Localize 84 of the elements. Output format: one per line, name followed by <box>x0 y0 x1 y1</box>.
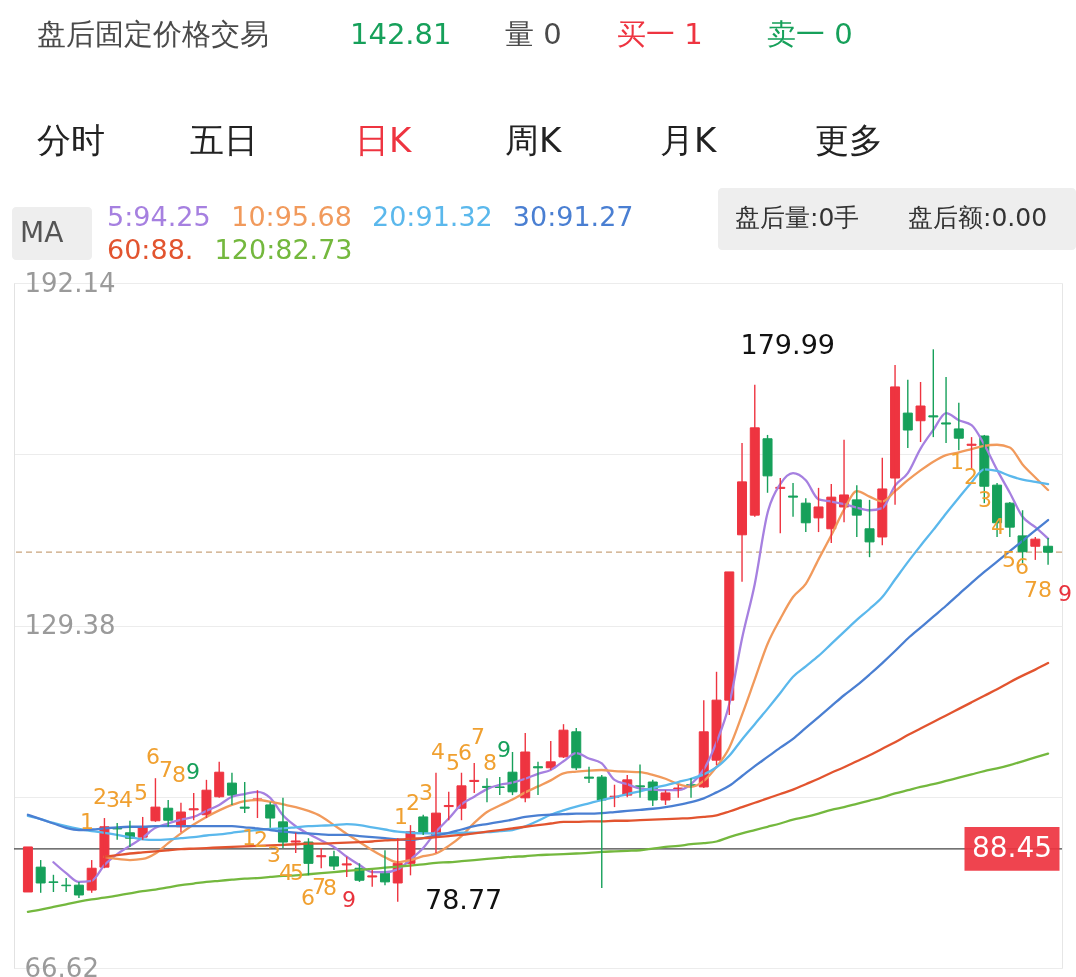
text: 盘后量:0手 <box>735 203 860 232</box>
text: 买一 1 <box>617 17 703 51</box>
annotation: 5 <box>134 780 148 805</box>
annotation: 8 <box>1038 577 1052 602</box>
candlestick <box>22 846 33 893</box>
annotation: 9 <box>1058 581 1072 606</box>
text: 月K <box>660 120 718 160</box>
candlestick <box>941 376 952 444</box>
annotation: 179.99 <box>740 329 835 360</box>
annotation: 7 <box>471 724 485 749</box>
annotation: 1 <box>950 449 964 474</box>
candlestick <box>239 781 250 814</box>
annotation: 1 <box>80 809 94 834</box>
candlestick <box>762 434 773 494</box>
candlestick <box>635 763 646 799</box>
candlestick <box>188 792 199 821</box>
text: 周K <box>505 120 563 160</box>
text: 142.81 <box>350 17 452 51</box>
text: 5:94.25 <box>107 201 211 232</box>
annotation: 7 <box>1024 577 1038 602</box>
candlestick <box>788 482 799 518</box>
text: 日K <box>355 120 413 160</box>
text: 60:88. <box>107 234 194 265</box>
candlestick <box>456 772 467 821</box>
candlestick <box>558 723 569 759</box>
candlestick <box>813 487 824 533</box>
annotation: 6 <box>301 885 315 910</box>
annotation: 3 <box>978 487 992 512</box>
annotation: 8 <box>172 762 186 787</box>
text: 卖一 0 <box>767 17 853 51</box>
annotation: 9 <box>186 759 200 784</box>
candlestick <box>443 791 454 821</box>
annotation: 8 <box>323 875 337 900</box>
candlestick <box>469 762 480 794</box>
candlestick <box>265 801 276 829</box>
annotation: 6 <box>146 744 160 769</box>
annotation: 6 <box>458 740 472 765</box>
annotation: 3 <box>106 787 120 812</box>
text: 量 0 <box>505 17 562 51</box>
candlestick <box>1030 536 1041 561</box>
text: 盘后固定价格交易 <box>37 17 269 51</box>
y-tick-label: 129.38 <box>24 610 116 640</box>
candlestick <box>316 847 327 869</box>
candlestick <box>928 348 939 438</box>
annotation: 2 <box>93 784 107 809</box>
candlestick <box>584 766 595 784</box>
annotation: 1 <box>242 825 256 850</box>
text: MA <box>20 216 64 249</box>
annotation: 8 <box>483 750 497 775</box>
annotation: 78.77 <box>425 884 503 915</box>
annotation: 9 <box>342 887 356 912</box>
candlestick <box>749 384 760 518</box>
candlestick <box>915 381 926 443</box>
annotation: 4 <box>119 787 133 812</box>
candlestick <box>800 497 811 533</box>
annotation: 3 <box>419 780 433 805</box>
candlestick <box>150 777 161 823</box>
annotation: 2 <box>964 464 978 489</box>
text: 更多 <box>815 120 883 160</box>
candlestick <box>290 832 301 854</box>
candlestick <box>341 856 352 878</box>
text: 分时 <box>37 120 105 160</box>
annotation: 5 <box>446 750 460 775</box>
text: 盘后额:0.00 <box>908 203 1048 232</box>
annotation: 1 <box>394 804 408 829</box>
text: 30:91.27 <box>512 201 634 232</box>
text: 五日 <box>190 120 258 160</box>
ref-line-label: 88.45 <box>971 830 1053 864</box>
text: 20:91.32 <box>372 201 493 232</box>
annotation: 9 <box>497 737 511 762</box>
annotation: 3 <box>267 842 281 867</box>
y-tick-label: 66.62 <box>24 952 99 977</box>
candlestick <box>864 499 875 558</box>
candlestick <box>494 776 505 796</box>
text: 10:95.68 <box>231 201 352 232</box>
annotation: 7 <box>159 757 173 782</box>
annotation: 5 <box>1002 547 1016 572</box>
candlestick <box>35 859 46 894</box>
annotation: 4 <box>431 739 445 764</box>
text: 120:82.73 <box>214 234 353 265</box>
y-tick-label: 192.14 <box>24 267 116 298</box>
annotation: 6 <box>1015 554 1029 579</box>
annotation: 2 <box>406 790 420 815</box>
candlestick <box>303 837 314 877</box>
